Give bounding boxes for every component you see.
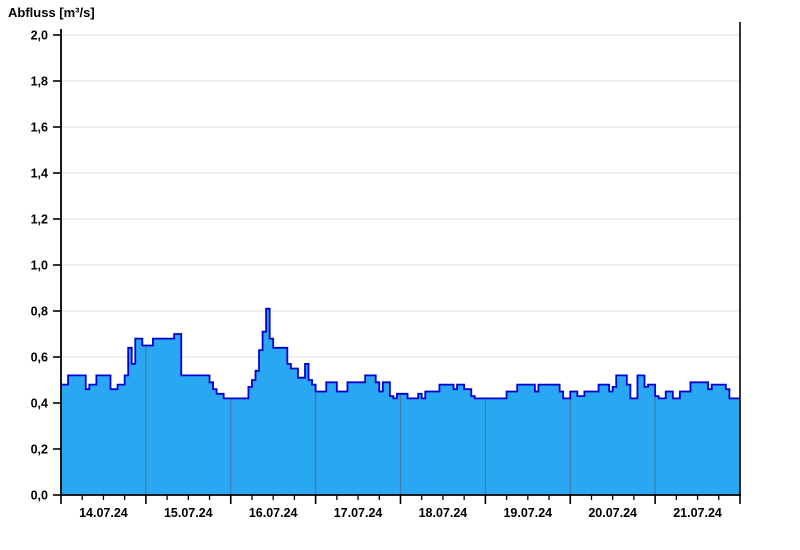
discharge-step-line xyxy=(61,307,740,400)
y-tick-label: 0,8 xyxy=(31,305,48,319)
y-tick-label: 2,0 xyxy=(31,29,48,43)
x-tick-label: 14.07.24 xyxy=(79,506,128,520)
x-tick-label: 20.07.24 xyxy=(588,506,637,520)
x-ticks: 14.07.24 15.07.24 16.07.24 17.07.24 18.07.24… xyxy=(60,495,741,520)
x-tick-label: 17.07.24 xyxy=(334,506,383,520)
x-tick-label: 18.07.24 xyxy=(419,506,468,520)
y-ticks: 0,0 0,2 0,4 0,6 0,8 1,0 1,2 1,4 1,6 1,8 2,0 xyxy=(31,29,61,503)
x-tick-label: 15.07.24 xyxy=(164,506,213,520)
y-tick-label: 0,0 xyxy=(31,489,48,503)
y-tick-label: 1,2 xyxy=(31,213,48,227)
y-tick-label: 0,2 xyxy=(31,443,48,457)
x-tick-label: 19.07.24 xyxy=(503,506,552,520)
chart-title: Abfluss [m³/s] xyxy=(8,5,95,20)
x-tick-label: 16.07.24 xyxy=(249,506,298,520)
y-tick-label: 1,0 xyxy=(31,259,48,273)
y-tick-label: 0,6 xyxy=(31,351,48,365)
y-tick-label: 1,6 xyxy=(31,121,48,135)
y-tick-label: 1,8 xyxy=(31,75,48,89)
day-separator-lines xyxy=(145,308,656,495)
y-tick-label: 0,4 xyxy=(31,397,48,411)
y-tick-label: 1,4 xyxy=(31,167,48,181)
x-tick-label: 21.07.24 xyxy=(673,506,722,520)
